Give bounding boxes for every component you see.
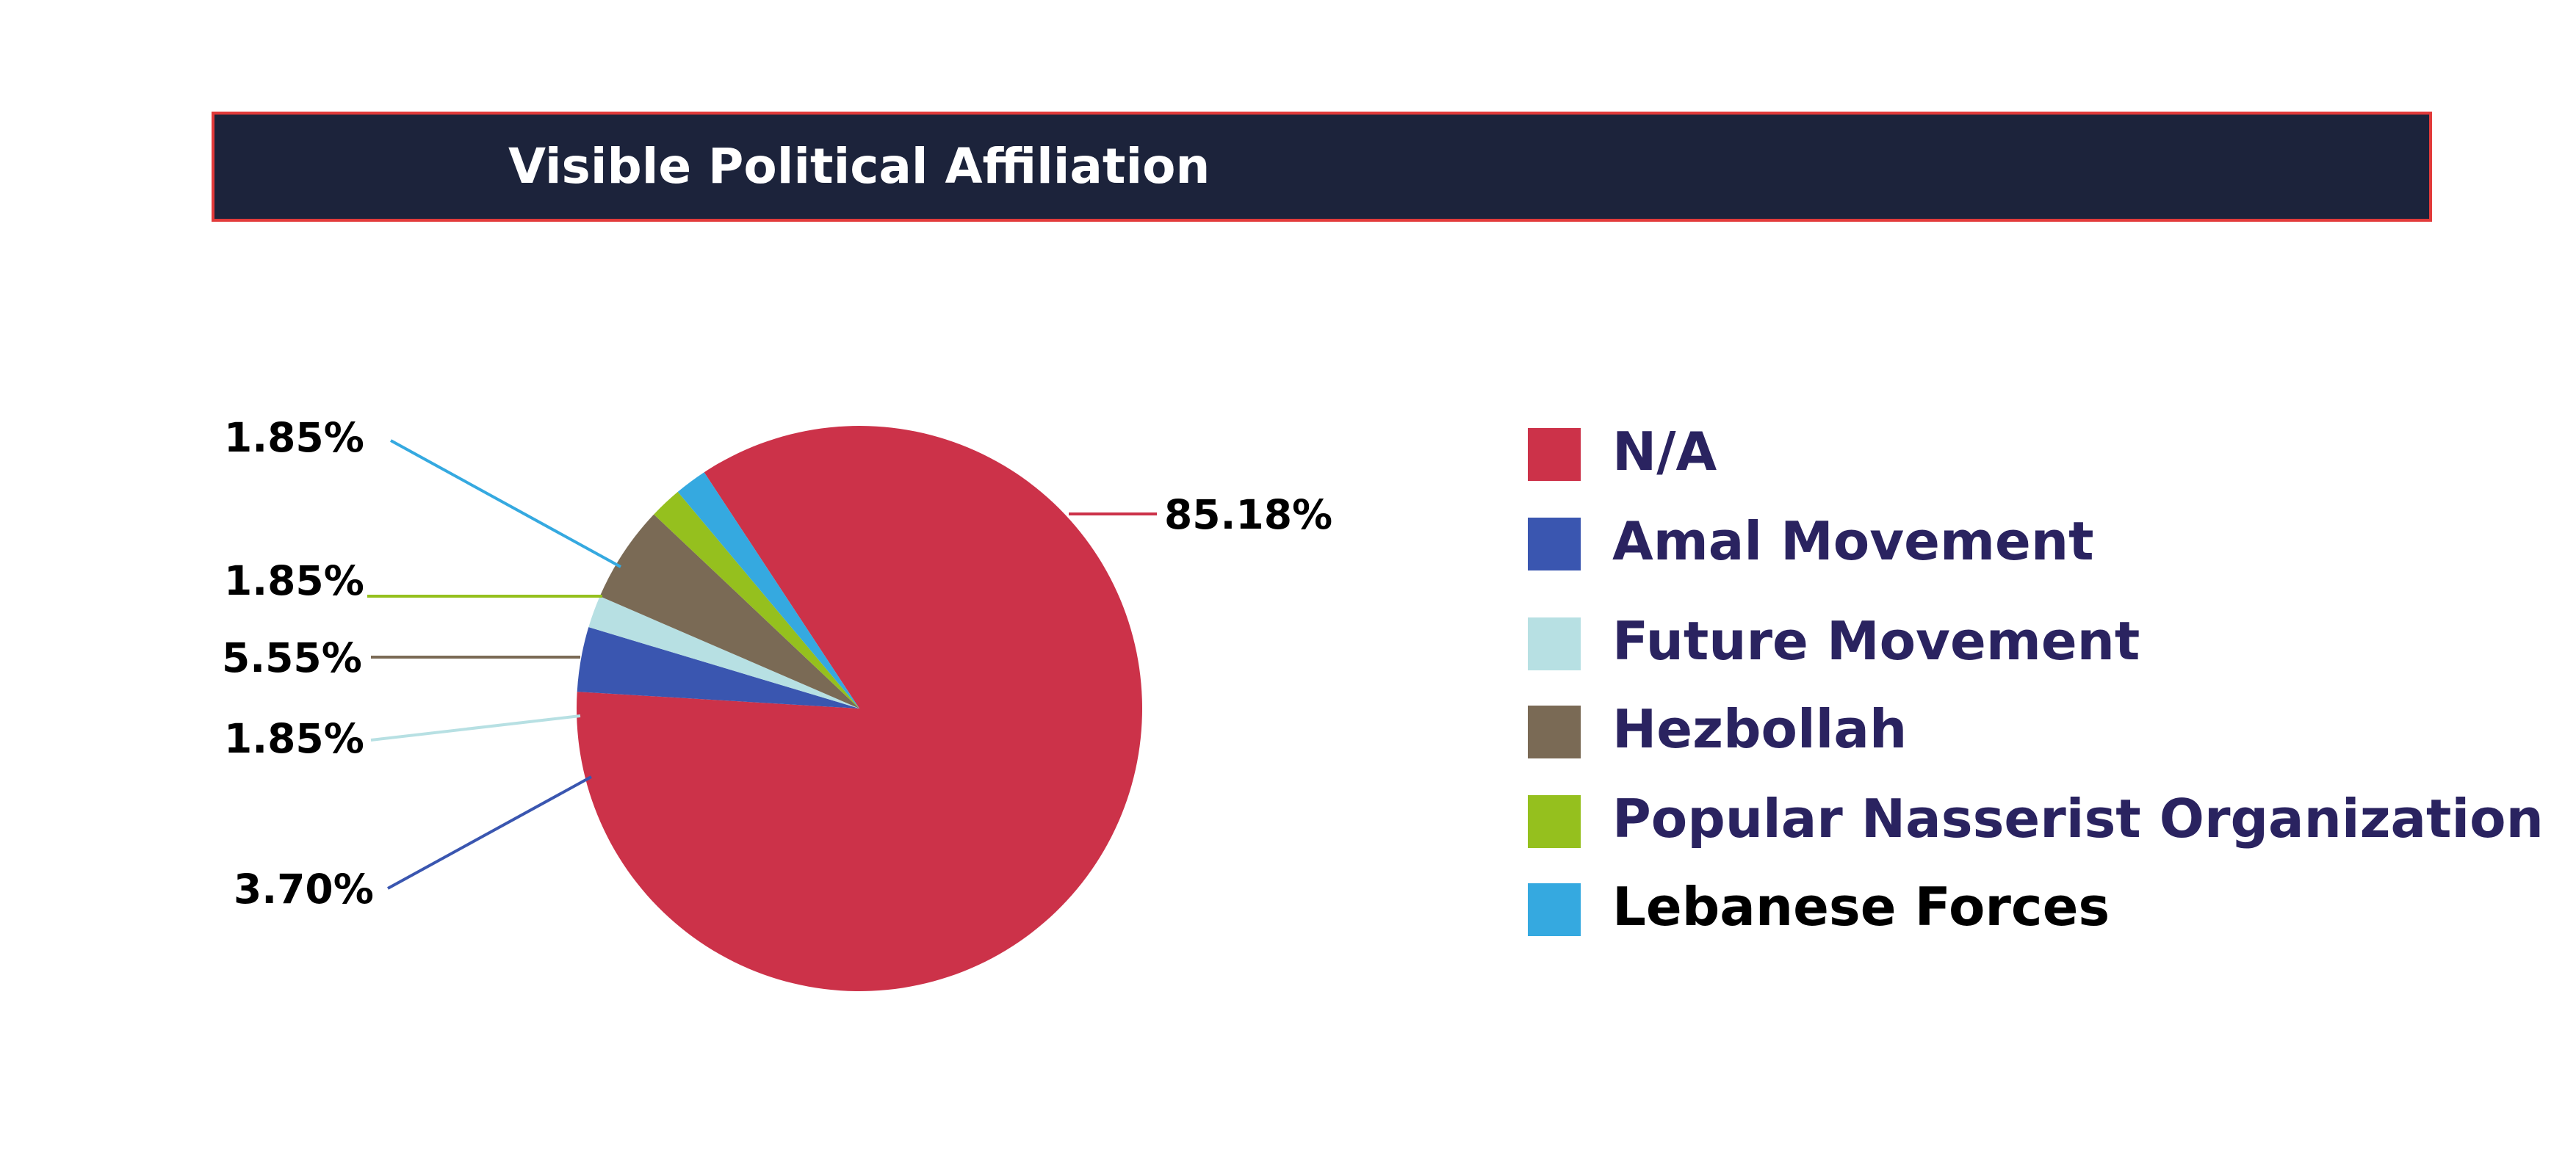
leader-lines [367, 439, 1157, 890]
pie-slice-future-movement [588, 596, 859, 709]
pie-slices [576, 426, 1142, 991]
legend-label: Amal Movement [1612, 510, 2094, 572]
slice-value-label: 85.18% [1164, 491, 1332, 538]
leader-line [370, 714, 581, 742]
slice-value-label: 5.55% [222, 634, 362, 681]
chart-title: Visible Political Affiliation [508, 138, 1211, 195]
legend-label: Lebanese Forces [1612, 876, 2110, 938]
legend-swatch [1528, 518, 1581, 570]
title-banner: Visible Political Affiliation [212, 112, 2432, 222]
slice-value-label: 1.85% [224, 715, 364, 762]
legend-label: Popular Nasserist Organization [1612, 788, 2544, 849]
legend-swatch [1528, 428, 1581, 481]
slice-value-label: 3.70% [234, 866, 374, 913]
leader-line [390, 439, 621, 568]
pie-slice-amal-movement [577, 627, 859, 709]
slice-value-labels: 85.18% 3.70% 1.85% 5.55% 1.85% 1.85% [222, 414, 1332, 913]
legend-swatch [1528, 706, 1581, 758]
pie-slice-n-a [576, 426, 1142, 991]
slice-value-label: 1.85% [224, 557, 364, 604]
pie-slice-hezbollah [599, 514, 859, 709]
legend-swatch [1528, 883, 1581, 936]
legend-label: N/A [1612, 421, 1717, 482]
slice-value-label: 1.85% [224, 414, 364, 461]
legend-swatch [1528, 795, 1581, 848]
legend-label: Future Movement [1612, 610, 2140, 672]
legend-label: Hezbollah [1612, 698, 1908, 760]
legend-swatch [1528, 617, 1581, 670]
leader-line [387, 775, 592, 890]
pie-slice-lebanese-forces [677, 472, 859, 709]
pie-slice-popular-nasserist-organization [654, 491, 859, 709]
